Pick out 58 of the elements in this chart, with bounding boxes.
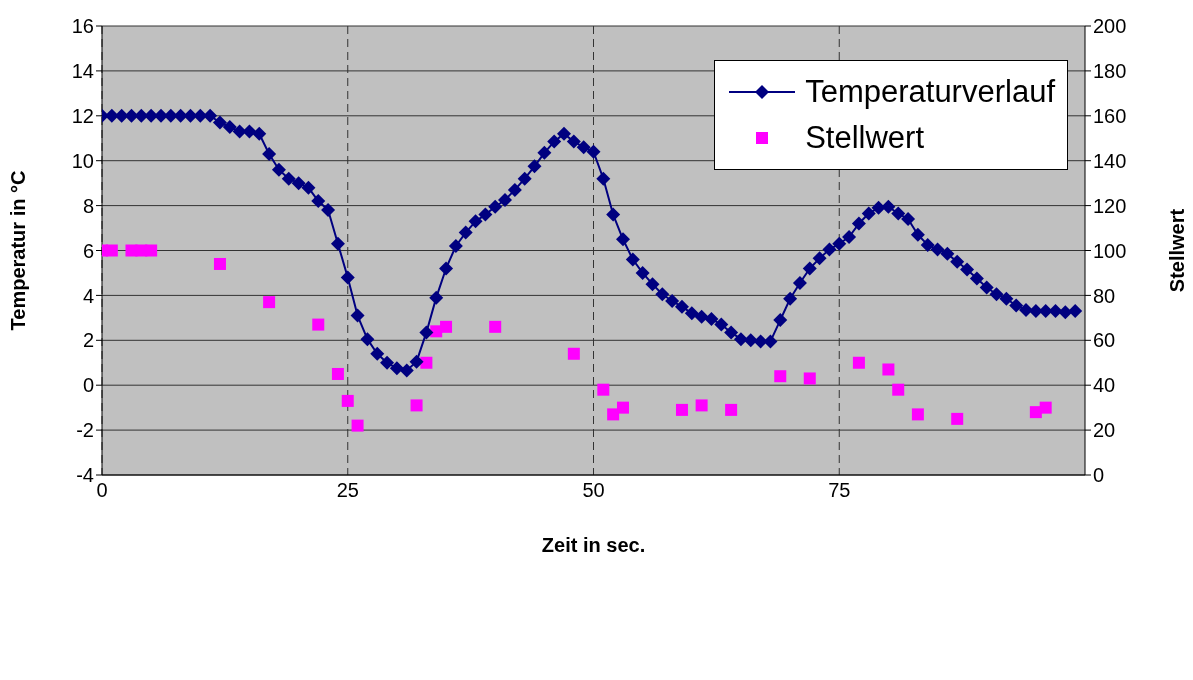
point [803, 372, 816, 385]
y-tick-label: -2 [76, 419, 94, 442]
y-tick-label: 8 [82, 194, 94, 217]
point [440, 320, 453, 333]
point [695, 399, 708, 412]
point [774, 370, 787, 383]
y2-tick-label: 120 [1093, 194, 1127, 217]
y2-tick-label: 200 [1093, 15, 1127, 38]
point [145, 244, 158, 257]
point [597, 383, 610, 396]
point [951, 412, 964, 425]
point [312, 318, 325, 331]
point [489, 320, 502, 333]
x-tick-label: 50 [582, 479, 605, 502]
y-axis-title: Temperatur in °C [7, 170, 30, 331]
x-tick-label: 0 [96, 479, 108, 502]
point [351, 419, 364, 432]
y2-axis-title: Stellwert [1166, 208, 1189, 293]
point [911, 408, 924, 421]
point [675, 403, 688, 416]
x-tick-label: 75 [828, 479, 851, 502]
y2-tick-label: 40 [1093, 374, 1116, 397]
x-axis-title: Zeit in sec. [541, 534, 646, 556]
point [420, 356, 433, 369]
y2-tick-label: 80 [1093, 284, 1116, 307]
x-tick-label: 25 [336, 479, 359, 502]
point [852, 356, 865, 369]
y2-tick-label: 140 [1093, 149, 1127, 172]
y-tick-label: 2 [82, 329, 94, 352]
y2-tick-label: 0 [1093, 464, 1105, 487]
y-tick-label: 16 [71, 15, 94, 38]
point [410, 399, 423, 412]
point [331, 367, 344, 380]
y-tick-label: 6 [82, 239, 94, 262]
point [882, 363, 895, 376]
point [213, 257, 226, 270]
legend-label: Stellwert [805, 120, 925, 156]
point [616, 401, 629, 414]
point [892, 383, 905, 396]
y-tick-label: -4 [76, 464, 94, 487]
y-tick-label: 12 [71, 104, 94, 127]
y2-tick-label: 20 [1093, 419, 1116, 442]
point [725, 403, 738, 416]
y2-tick-label: 100 [1093, 239, 1127, 262]
y-tick-label: 0 [82, 374, 94, 397]
point [1039, 401, 1052, 414]
point [263, 296, 276, 309]
y-tick-label: 14 [71, 60, 94, 82]
y2-tick-label: 160 [1093, 104, 1127, 127]
point [341, 394, 354, 407]
legend-label: Temperaturverlauf [805, 74, 1055, 110]
y2-tick-label: 180 [1093, 60, 1127, 82]
point [607, 408, 620, 421]
y2-tick-label: 60 [1093, 329, 1116, 352]
y-tick-label: 4 [82, 284, 94, 307]
point [105, 244, 118, 257]
point [567, 347, 580, 360]
y-tick-label: 10 [71, 149, 94, 172]
